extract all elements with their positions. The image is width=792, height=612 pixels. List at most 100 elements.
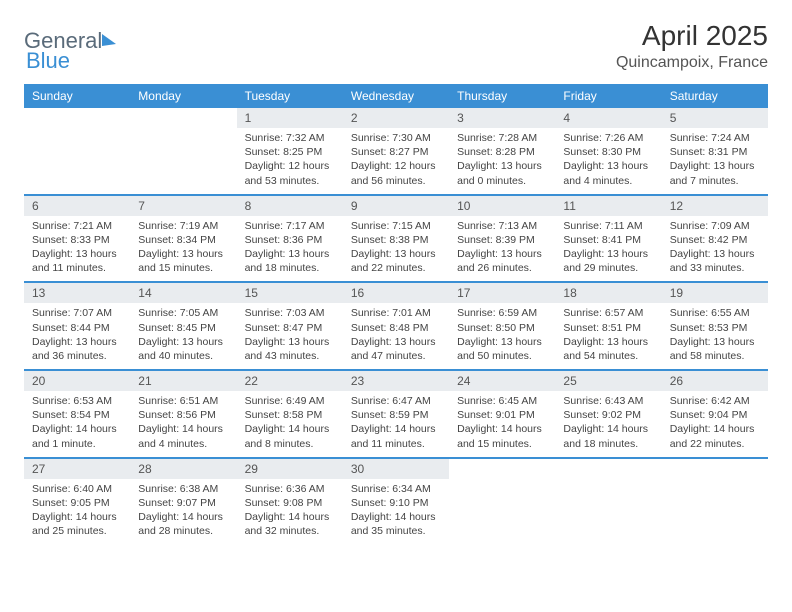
logo-line2: Blue <box>26 48 70 74</box>
day-number: 30 <box>343 459 449 479</box>
sunrise-text: Sunrise: 7:21 AM <box>32 219 122 233</box>
calendar-day-cell: 5Sunrise: 7:24 AMSunset: 8:31 PMDaylight… <box>662 108 768 195</box>
day-number: 29 <box>237 459 343 479</box>
daylight-text: Daylight: 14 hours and 25 minutes. <box>32 510 122 538</box>
day-number: 4 <box>555 108 661 128</box>
sunrise-text: Sunrise: 7:19 AM <box>138 219 228 233</box>
daylight-text: Daylight: 13 hours and 11 minutes. <box>32 247 122 275</box>
calendar-week-row: 6Sunrise: 7:21 AMSunset: 8:33 PMDaylight… <box>24 195 768 283</box>
day-number: 10 <box>449 196 555 216</box>
sunrise-text: Sunrise: 7:07 AM <box>32 306 122 320</box>
calendar-day-cell: 21Sunrise: 6:51 AMSunset: 8:56 PMDayligh… <box>130 370 236 458</box>
calendar-day-cell: 19Sunrise: 6:55 AMSunset: 8:53 PMDayligh… <box>662 282 768 370</box>
sunset-text: Sunset: 8:25 PM <box>245 145 335 159</box>
calendar-day-cell: 3Sunrise: 7:28 AMSunset: 8:28 PMDaylight… <box>449 108 555 195</box>
sunset-text: Sunset: 9:01 PM <box>457 408 547 422</box>
calendar-day-cell: 22Sunrise: 6:49 AMSunset: 8:58 PMDayligh… <box>237 370 343 458</box>
daylight-text: Daylight: 13 hours and 47 minutes. <box>351 335 441 363</box>
day-details: Sunrise: 7:26 AMSunset: 8:30 PMDaylight:… <box>555 128 661 194</box>
sunrise-text: Sunrise: 7:01 AM <box>351 306 441 320</box>
day-details: Sunrise: 7:21 AMSunset: 8:33 PMDaylight:… <box>24 216 130 282</box>
calendar-day-cell: 23Sunrise: 6:47 AMSunset: 8:59 PMDayligh… <box>343 370 449 458</box>
sunset-text: Sunset: 8:31 PM <box>670 145 760 159</box>
daylight-text: Daylight: 13 hours and 43 minutes. <box>245 335 335 363</box>
sunset-text: Sunset: 9:07 PM <box>138 496 228 510</box>
sunrise-text: Sunrise: 7:28 AM <box>457 131 547 145</box>
sunset-text: Sunset: 8:36 PM <box>245 233 335 247</box>
sunrise-text: Sunrise: 7:13 AM <box>457 219 547 233</box>
day-number: 18 <box>555 283 661 303</box>
day-number: 1 <box>237 108 343 128</box>
sunrise-text: Sunrise: 6:43 AM <box>563 394 653 408</box>
day-number: 5 <box>662 108 768 128</box>
day-number: 28 <box>130 459 236 479</box>
sunset-text: Sunset: 8:38 PM <box>351 233 441 247</box>
calendar-day-cell: 16Sunrise: 7:01 AMSunset: 8:48 PMDayligh… <box>343 282 449 370</box>
weekday-header: Wednesday <box>343 84 449 108</box>
day-details: Sunrise: 6:40 AMSunset: 9:05 PMDaylight:… <box>24 479 130 545</box>
day-number: 15 <box>237 283 343 303</box>
day-number: 17 <box>449 283 555 303</box>
daylight-text: Daylight: 14 hours and 32 minutes. <box>245 510 335 538</box>
sunrise-text: Sunrise: 6:51 AM <box>138 394 228 408</box>
calendar-day-cell: 28Sunrise: 6:38 AMSunset: 9:07 PMDayligh… <box>130 458 236 545</box>
day-number: 12 <box>662 196 768 216</box>
daylight-text: Daylight: 14 hours and 18 minutes. <box>563 422 653 450</box>
sunset-text: Sunset: 9:02 PM <box>563 408 653 422</box>
sunrise-text: Sunrise: 7:24 AM <box>670 131 760 145</box>
calendar-day-cell <box>662 458 768 545</box>
sunrise-text: Sunrise: 6:57 AM <box>563 306 653 320</box>
weekday-header: Thursday <box>449 84 555 108</box>
daylight-text: Daylight: 13 hours and 36 minutes. <box>32 335 122 363</box>
sunrise-text: Sunrise: 7:17 AM <box>245 219 335 233</box>
sunset-text: Sunset: 8:56 PM <box>138 408 228 422</box>
calendar-day-cell <box>449 458 555 545</box>
sunrise-text: Sunrise: 6:40 AM <box>32 482 122 496</box>
daylight-text: Daylight: 13 hours and 29 minutes. <box>563 247 653 275</box>
day-number: 22 <box>237 371 343 391</box>
calendar-day-cell: 8Sunrise: 7:17 AMSunset: 8:36 PMDaylight… <box>237 195 343 283</box>
sunrise-text: Sunrise: 6:47 AM <box>351 394 441 408</box>
calendar-day-cell: 26Sunrise: 6:42 AMSunset: 9:04 PMDayligh… <box>662 370 768 458</box>
day-number: 9 <box>343 196 449 216</box>
day-details: Sunrise: 6:57 AMSunset: 8:51 PMDaylight:… <box>555 303 661 369</box>
sunset-text: Sunset: 8:28 PM <box>457 145 547 159</box>
sunrise-text: Sunrise: 6:45 AM <box>457 394 547 408</box>
weekday-header: Tuesday <box>237 84 343 108</box>
daylight-text: Daylight: 14 hours and 35 minutes. <box>351 510 441 538</box>
sunrise-text: Sunrise: 7:30 AM <box>351 131 441 145</box>
daylight-text: Daylight: 13 hours and 4 minutes. <box>563 159 653 187</box>
sunrise-text: Sunrise: 6:55 AM <box>670 306 760 320</box>
day-number: 2 <box>343 108 449 128</box>
sunrise-text: Sunrise: 6:49 AM <box>245 394 335 408</box>
day-details: Sunrise: 7:17 AMSunset: 8:36 PMDaylight:… <box>237 216 343 282</box>
page-header: General April 2025 Quincampoix, France <box>24 20 768 72</box>
calendar-header-row: Sunday Monday Tuesday Wednesday Thursday… <box>24 84 768 108</box>
sunset-text: Sunset: 8:41 PM <box>563 233 653 247</box>
day-details: Sunrise: 6:43 AMSunset: 9:02 PMDaylight:… <box>555 391 661 457</box>
daylight-text: Daylight: 13 hours and 26 minutes. <box>457 247 547 275</box>
day-details: Sunrise: 7:30 AMSunset: 8:27 PMDaylight:… <box>343 128 449 194</box>
calendar-day-cell: 24Sunrise: 6:45 AMSunset: 9:01 PMDayligh… <box>449 370 555 458</box>
calendar-day-cell: 10Sunrise: 7:13 AMSunset: 8:39 PMDayligh… <box>449 195 555 283</box>
day-details: Sunrise: 7:11 AMSunset: 8:41 PMDaylight:… <box>555 216 661 282</box>
calendar-day-cell: 14Sunrise: 7:05 AMSunset: 8:45 PMDayligh… <box>130 282 236 370</box>
day-details: Sunrise: 6:55 AMSunset: 8:53 PMDaylight:… <box>662 303 768 369</box>
sunset-text: Sunset: 8:45 PM <box>138 321 228 335</box>
daylight-text: Daylight: 13 hours and 22 minutes. <box>351 247 441 275</box>
calendar-day-cell: 4Sunrise: 7:26 AMSunset: 8:30 PMDaylight… <box>555 108 661 195</box>
day-number: 27 <box>24 459 130 479</box>
calendar-day-cell: 15Sunrise: 7:03 AMSunset: 8:47 PMDayligh… <box>237 282 343 370</box>
sunset-text: Sunset: 8:58 PM <box>245 408 335 422</box>
calendar-day-cell: 12Sunrise: 7:09 AMSunset: 8:42 PMDayligh… <box>662 195 768 283</box>
daylight-text: Daylight: 13 hours and 0 minutes. <box>457 159 547 187</box>
calendar-day-cell: 27Sunrise: 6:40 AMSunset: 9:05 PMDayligh… <box>24 458 130 545</box>
sunset-text: Sunset: 9:08 PM <box>245 496 335 510</box>
calendar-week-row: 1Sunrise: 7:32 AMSunset: 8:25 PMDaylight… <box>24 108 768 195</box>
sunset-text: Sunset: 8:51 PM <box>563 321 653 335</box>
calendar-day-cell: 30Sunrise: 6:34 AMSunset: 9:10 PMDayligh… <box>343 458 449 545</box>
sunrise-text: Sunrise: 7:05 AM <box>138 306 228 320</box>
calendar-day-cell: 11Sunrise: 7:11 AMSunset: 8:41 PMDayligh… <box>555 195 661 283</box>
calendar-body: 1Sunrise: 7:32 AMSunset: 8:25 PMDaylight… <box>24 108 768 544</box>
calendar-day-cell: 18Sunrise: 6:57 AMSunset: 8:51 PMDayligh… <box>555 282 661 370</box>
